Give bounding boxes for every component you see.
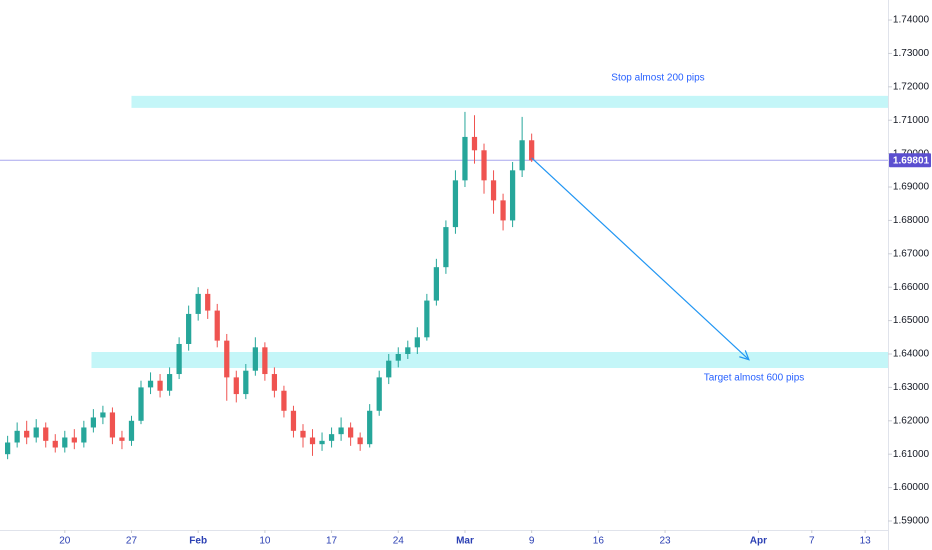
candle-body — [414, 337, 420, 348]
candle-body — [138, 387, 144, 421]
y-tick-label: 1.66000 — [893, 282, 930, 293]
candle-body — [376, 377, 382, 411]
candle-body — [33, 427, 39, 438]
candle-body — [348, 427, 354, 438]
candle-body — [357, 437, 363, 445]
candle-body — [490, 180, 497, 201]
y-tick-label: 1.71000 — [893, 115, 930, 126]
x-tick-label: 13 — [860, 536, 872, 547]
last-price-badge — [889, 153, 931, 168]
x-tick-label: 20 — [59, 536, 71, 547]
x-tick-label: Feb — [189, 536, 207, 547]
candle-body — [471, 136, 478, 151]
y-tick-label: 1.60000 — [893, 482, 930, 493]
candle-body — [405, 347, 411, 355]
y-tick-label: 1.69000 — [893, 182, 930, 193]
candle-body — [367, 410, 373, 445]
candle-body — [271, 374, 278, 391]
candle-body — [109, 412, 116, 438]
x-tick-label: 16 — [593, 536, 605, 547]
zone — [91, 351, 888, 369]
x-tick-label: 7 — [809, 536, 815, 547]
candle-body — [509, 170, 516, 221]
y-tick-label: 1.63000 — [893, 382, 930, 393]
x-tick-label: 9 — [529, 536, 535, 547]
y-tick-label: 1.67000 — [893, 248, 930, 259]
candle-body — [5, 442, 11, 455]
candle-body — [43, 427, 49, 441]
candle-body — [205, 293, 211, 311]
candle-body — [252, 347, 258, 371]
candle-body — [519, 140, 525, 171]
candle-body — [262, 347, 268, 375]
candle-body — [90, 417, 96, 428]
candle-body — [71, 437, 77, 443]
candle-body — [52, 440, 58, 448]
candle-body — [62, 437, 68, 448]
candle-body — [195, 293, 201, 314]
y-tick-label: 1.73000 — [893, 48, 930, 59]
annotation: Target almost 600 pips — [704, 373, 805, 384]
candle-body — [24, 430, 30, 438]
candle-body — [338, 427, 344, 435]
x-tick-label: Apr — [750, 536, 767, 547]
y-tick-label: 1.59000 — [893, 516, 930, 527]
candle-body — [147, 380, 154, 388]
candle-body — [290, 410, 297, 431]
candle-body — [100, 412, 106, 418]
annotation: Stop almost 200 pips — [611, 72, 704, 83]
candle-body — [395, 354, 401, 361]
y-tick-label: 1.68000 — [893, 215, 930, 226]
x-tick-label: 17 — [326, 536, 338, 547]
candle-body — [233, 377, 239, 395]
x-tick-label: 23 — [659, 536, 671, 547]
candle-body — [481, 150, 487, 181]
candle-body — [166, 374, 173, 391]
candle-body — [186, 313, 192, 344]
candle-body — [14, 430, 20, 443]
candle-body — [176, 343, 182, 375]
candle-body — [452, 180, 459, 228]
candle-body — [81, 427, 87, 443]
x-tick-label: 24 — [393, 536, 405, 547]
projection-arrow — [531, 157, 750, 361]
arrow-head — [739, 350, 750, 361]
candle-body — [243, 370, 249, 395]
candle-body — [529, 140, 535, 161]
candle-body — [214, 310, 220, 341]
candle-body — [433, 267, 439, 301]
y-tick-label: 1.72000 — [893, 81, 930, 92]
zone — [131, 95, 888, 108]
candle-body — [443, 227, 449, 268]
x-tick-label: Mar — [456, 536, 474, 547]
candle-body — [300, 430, 306, 438]
x-tick-label: 10 — [259, 536, 271, 547]
candle-body — [157, 380, 163, 391]
y-tick-label: 1.74000 — [893, 15, 930, 26]
candle-body — [309, 437, 316, 445]
candle-body — [500, 200, 506, 221]
y-tick-label: 1.62000 — [893, 415, 930, 426]
y-tick-label: 1.65000 — [893, 315, 930, 326]
candle-body — [128, 420, 135, 441]
candle-body — [462, 136, 468, 181]
candle-body — [119, 437, 125, 441]
y-tick-label: 1.61000 — [893, 449, 930, 460]
candle-body — [319, 440, 325, 445]
y-tick-label: 1.64000 — [893, 349, 930, 360]
last-price-label: 1.69801 — [893, 155, 930, 166]
candle-body — [281, 390, 287, 411]
candle-body — [386, 360, 392, 378]
x-tick-label: 27 — [126, 536, 138, 547]
candle-body — [424, 300, 430, 338]
candle-body — [328, 434, 335, 441]
candle-body — [224, 340, 230, 378]
